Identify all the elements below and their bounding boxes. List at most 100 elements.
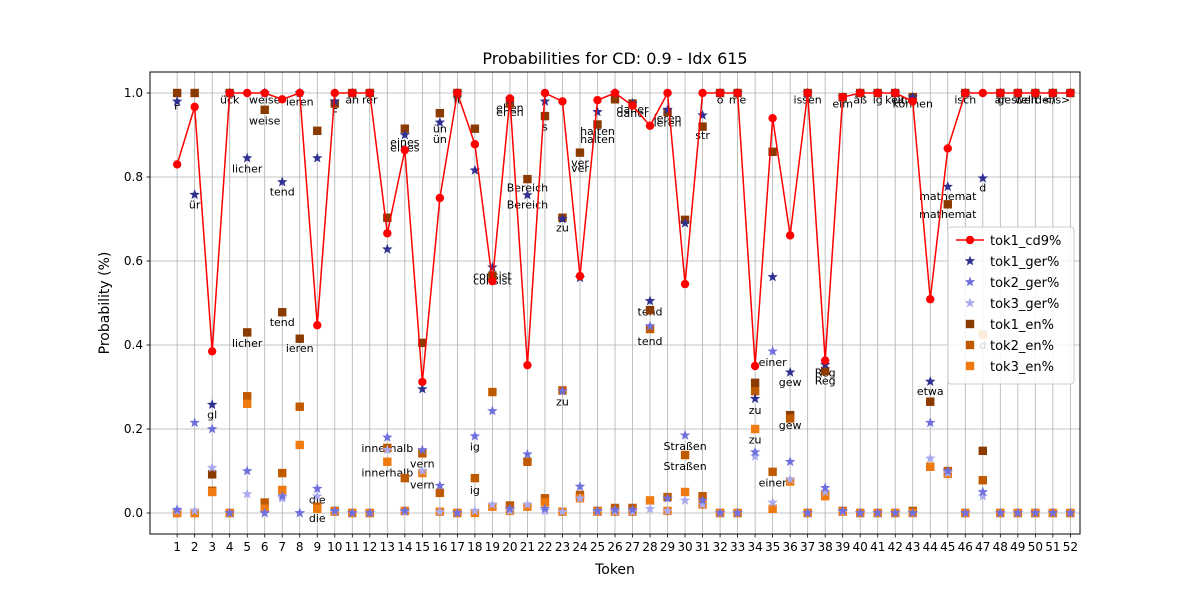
data-point <box>1013 88 1023 98</box>
data-point <box>943 200 952 209</box>
data-point <box>522 499 533 510</box>
data-point <box>1012 507 1024 518</box>
x-tick-label: 39 <box>835 540 850 554</box>
x-tick-label: 10 <box>327 540 342 554</box>
annotations: Fürglücklicherlicherweiseweisetendtendie… <box>174 93 1070 525</box>
data-point <box>294 507 305 518</box>
x-tick-label: 2 <box>191 540 199 554</box>
annotation-label: ft <box>453 93 462 106</box>
x-tick-label: 48 <box>993 540 1008 554</box>
x-tick-label: 9 <box>313 540 321 554</box>
x-tick-label: 52 <box>1063 540 1078 554</box>
series-line <box>176 90 1071 383</box>
data-point <box>330 88 339 98</box>
data-point <box>557 385 568 396</box>
data-point <box>679 217 691 228</box>
annotation-label: einer <box>759 356 788 369</box>
data-point <box>558 97 567 106</box>
annotation-label: Bereich <box>507 182 548 195</box>
data-point <box>487 499 498 510</box>
data-point <box>206 399 218 410</box>
data-point <box>593 95 602 105</box>
x-tick-label: 18 <box>467 540 482 554</box>
data-point <box>190 102 199 112</box>
data-point <box>592 505 603 516</box>
series-tok2_ger% <box>171 320 1076 518</box>
data-point <box>488 276 497 286</box>
x-tick-label: 16 <box>432 540 447 554</box>
legend-label: tok2_en% <box>990 339 1054 354</box>
x-tick-label: 1 <box>173 540 181 554</box>
data-point <box>996 88 1005 98</box>
legend-marker <box>964 276 976 287</box>
annotation-label: tend <box>270 186 295 199</box>
annotation-label: ehen <box>496 106 524 119</box>
x-tick-label: 22 <box>537 540 552 554</box>
annotation-label: daher <box>617 107 649 120</box>
data-point <box>295 440 304 450</box>
data-point <box>469 164 481 175</box>
data-point <box>557 506 568 517</box>
data-point <box>383 457 392 466</box>
annotation-label: ün <box>433 123 447 136</box>
data-point <box>418 338 427 348</box>
data-point <box>610 95 620 104</box>
data-point <box>348 88 357 98</box>
data-point <box>207 347 217 356</box>
x-tick-label: 8 <box>296 540 304 554</box>
data-point <box>926 295 935 304</box>
x-tick-label: 44 <box>923 540 938 554</box>
data-point <box>749 393 761 404</box>
data-point <box>698 88 707 98</box>
data-point <box>854 507 866 518</box>
data-point <box>488 387 497 397</box>
x-tick-label: 25 <box>590 540 605 554</box>
legend-label: tok1_cd9% <box>990 234 1061 249</box>
data-point <box>540 88 550 98</box>
data-point <box>417 444 428 455</box>
data-point <box>241 465 253 476</box>
annotation-label: Straßen <box>663 440 706 453</box>
data-point <box>470 124 480 133</box>
data-point <box>768 114 777 123</box>
annotation-label: vern <box>410 478 435 491</box>
data-point <box>925 452 936 463</box>
data-point <box>365 88 375 98</box>
data-point <box>855 88 865 98</box>
data-point <box>891 88 900 98</box>
data-point <box>206 423 218 434</box>
data-point <box>1031 88 1040 98</box>
x-tick-label: 13 <box>380 540 395 554</box>
x-tick-label: 27 <box>625 540 640 554</box>
data-point <box>977 172 989 183</box>
annotation-label: isch <box>954 93 976 106</box>
annotation-label: die <box>309 512 326 525</box>
data-point <box>435 193 445 203</box>
data-point <box>820 366 830 376</box>
data-point <box>820 356 830 365</box>
annotation-label: etwa <box>917 385 944 398</box>
data-point <box>243 88 252 98</box>
data-point <box>470 140 480 149</box>
data-point <box>400 473 410 483</box>
x-tick-label: 11 <box>345 540 360 554</box>
data-point <box>662 492 673 503</box>
x-tick-label: 43 <box>905 540 920 554</box>
x-tick-label: 50 <box>1028 540 1043 554</box>
data-point <box>803 88 812 98</box>
x-tick-label: 32 <box>712 540 727 554</box>
data-point <box>241 152 253 163</box>
legend-marker <box>965 235 975 245</box>
data-point <box>1065 507 1076 518</box>
data-point <box>383 213 392 222</box>
annotation-label: ver <box>571 156 589 169</box>
annotation-label: einer <box>759 476 788 489</box>
data-point <box>295 402 304 411</box>
data-point <box>418 449 427 458</box>
data-point <box>925 376 936 386</box>
data-point <box>926 462 935 471</box>
data-point <box>190 88 199 98</box>
legend-marker <box>965 340 975 350</box>
series-tok1_cd9% <box>172 88 1075 387</box>
